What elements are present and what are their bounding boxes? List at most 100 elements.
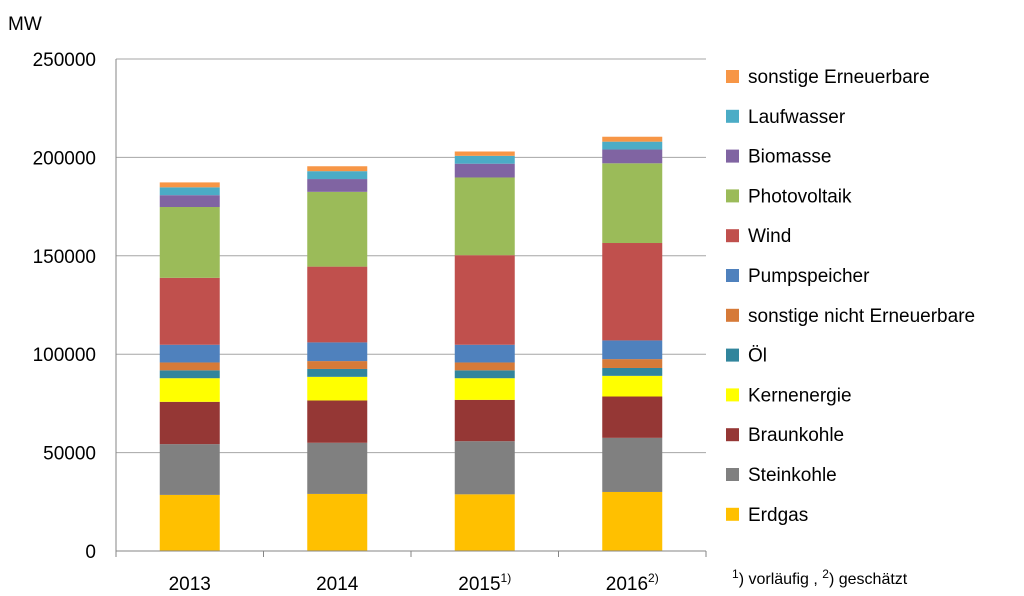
bar-stack-2013 <box>159 182 220 551</box>
legend-label: Pumpspeicher <box>748 266 870 287</box>
bar-segment-pumpspeicher <box>307 342 368 362</box>
bar-stack-2015 <box>454 151 515 551</box>
bar-segment-laufwasser <box>307 171 368 180</box>
bar-segment-erdgas <box>159 494 220 551</box>
bar-segment-kernenergie <box>307 376 368 401</box>
bar-segment-laufwasser <box>159 187 220 196</box>
legend-label: Braunkohle <box>748 425 844 446</box>
bar-segment-photovoltaik <box>307 191 368 267</box>
bar-segment-photovoltaik <box>454 177 515 256</box>
bar-segment-öl <box>602 367 663 376</box>
bar-segment-braunkohle <box>307 400 368 443</box>
bar-segment-kernenergie <box>454 378 515 400</box>
bar-segment-öl <box>159 370 220 379</box>
x-axis-ticks: 2013 2014 20151) 20162) <box>115 551 707 595</box>
legend-label: Photovoltaik <box>748 186 852 207</box>
legend-swatch <box>726 269 739 282</box>
bar-segment-photovoltaik <box>159 206 220 278</box>
footnote-mark-1: 1 <box>732 567 739 581</box>
x-tick-footnote-mark: 2) <box>648 571 659 585</box>
bar-segment-braunkohle <box>454 399 515 442</box>
bar-segment-pumpspeicher <box>602 340 663 360</box>
bar-stack-2014 <box>307 166 368 551</box>
bar-segment-sonstige-erneuerbare <box>307 166 368 172</box>
bar-segment-erdgas <box>454 494 515 551</box>
bar-segment-braunkohle <box>159 401 220 445</box>
legend-swatch <box>726 189 739 203</box>
legend-swatch <box>726 348 739 362</box>
bar-segment-pumpspeicher <box>159 344 220 363</box>
bar-segment-kernenergie <box>602 375 663 397</box>
bar-segment-pumpspeicher <box>454 344 515 363</box>
bar-segment-photovoltaik <box>602 163 663 244</box>
y-tick-label: 250000 <box>33 50 96 71</box>
legend-swatch <box>726 109 739 123</box>
bar-segment-öl <box>454 370 515 379</box>
bar-stack-2016 <box>602 136 663 551</box>
y-tick-label: 50000 <box>43 444 96 465</box>
bar-segment-erdgas <box>602 491 663 551</box>
legend-label: Erdgas <box>748 505 808 526</box>
x-tick-label: 20162) <box>606 571 659 595</box>
y-axis-title: MW <box>8 14 42 35</box>
legend-label: Steinkohle <box>748 465 837 486</box>
y-axis-ticks: 0 50000 100000 150000 200000 250000 <box>33 50 96 563</box>
bar-segment-biomasse <box>602 149 663 164</box>
bar-segment-sonstige-erneuerbare <box>159 182 220 188</box>
legend-label: Wind <box>748 226 791 247</box>
footnote: 1) vorläufig , 2) geschätzt <box>732 567 908 588</box>
x-tick-label: 2013 <box>169 574 211 595</box>
bar-segment-sonstige-erneuerbare <box>454 151 515 156</box>
footnote-text-1: ) vorläufig , <box>739 571 823 588</box>
bar-segment-braunkohle <box>602 396 663 438</box>
legend-label: Laufwasser <box>748 107 846 128</box>
legend-label: sonstige Erneuerbare <box>748 67 930 88</box>
legend-swatch <box>726 229 739 243</box>
legend-swatch <box>726 428 739 442</box>
y-tick-label: 100000 <box>33 345 96 366</box>
legend-swatch <box>726 308 739 322</box>
bar-segment-steinkohle <box>454 441 515 495</box>
bar-segment-laufwasser <box>454 155 515 164</box>
legend-swatch <box>726 468 739 481</box>
legend-swatch <box>726 388 739 402</box>
bar-segment-wind <box>454 255 515 345</box>
y-tick-label: 0 <box>85 542 96 563</box>
legend-swatch <box>726 507 739 521</box>
bar-segment-sonstige-nicht-erneuerbare <box>454 362 515 371</box>
bar-segment-biomasse <box>159 195 220 207</box>
footnote-mark-2: 2 <box>822 567 829 581</box>
bar-segment-steinkohle <box>307 442 368 494</box>
bar-segment-biomasse <box>454 163 515 178</box>
bar-segment-sonstige-erneuerbare <box>602 136 663 142</box>
bar-segment-erdgas <box>307 493 368 551</box>
x-tick-year: 2015 <box>458 574 500 595</box>
y-tick-label: 200000 <box>33 148 96 169</box>
bar-segment-kernenergie <box>159 378 220 402</box>
bar-segment-öl <box>307 368 368 377</box>
legend: sonstige Erneuerbare Laufwasser Biomasse Ph… <box>726 67 975 526</box>
legend-swatch <box>726 149 739 163</box>
bar-stacks <box>159 136 663 551</box>
bar-segment-steinkohle <box>602 437 663 492</box>
footnote-text-2: ) geschätzt <box>829 571 908 588</box>
x-tick-year: 2014 <box>316 574 359 595</box>
bar-segment-laufwasser <box>602 141 663 150</box>
legend-label: Kernenergie <box>748 385 852 406</box>
x-tick-label: 20151) <box>458 571 511 595</box>
legend-label: Biomasse <box>748 147 831 168</box>
bar-segment-biomasse <box>307 179 368 192</box>
x-tick-footnote-mark: 1) <box>501 571 512 585</box>
legend-label: Öl <box>748 346 767 367</box>
y-tick-label: 150000 <box>33 247 96 268</box>
bar-segment-steinkohle <box>159 444 220 495</box>
bar-segment-sonstige-nicht-erneuerbare <box>307 361 368 369</box>
x-tick-year: 2016 <box>606 574 648 595</box>
bar-segment-wind <box>159 277 220 345</box>
x-tick-label: 2014 <box>316 574 359 595</box>
legend-label: sonstige nicht Erneuerbare <box>748 306 975 327</box>
bar-segment-sonstige-nicht-erneuerbare <box>159 362 220 371</box>
bar-segment-sonstige-nicht-erneuerbare <box>602 359 663 368</box>
x-tick-year: 2013 <box>169 574 211 595</box>
